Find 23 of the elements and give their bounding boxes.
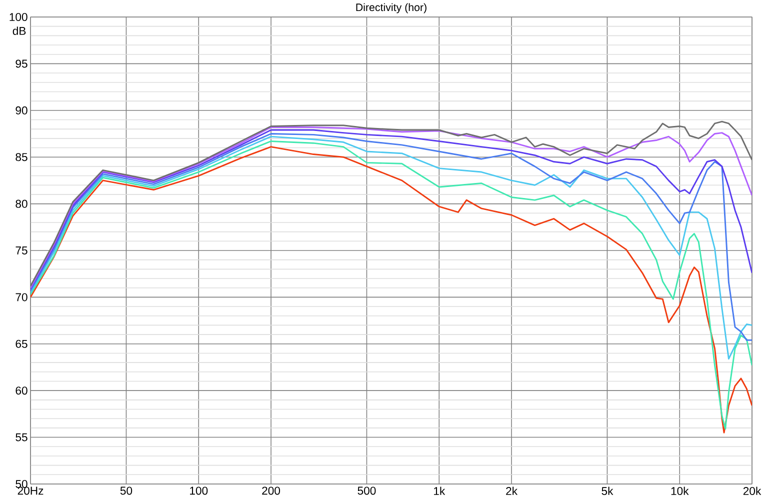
x-tick-label: 500 <box>358 486 376 495</box>
x-tick-label: 100 <box>190 486 208 495</box>
y-tick-label: 65 <box>16 340 28 348</box>
x-tick-label: 50 <box>120 486 132 495</box>
x-tick-label: 10k <box>671 486 689 496</box>
x-tick-label: 20Hz <box>18 486 44 495</box>
y-tick-label: 55 <box>16 433 28 442</box>
y-axis-title: dB <box>12 26 26 35</box>
y-tick-label: 90 <box>16 106 28 114</box>
x-tick-label: 20k <box>743 486 762 496</box>
y-tick-label: 50 <box>16 480 28 488</box>
y-tick-label: 80 <box>16 200 28 208</box>
y-tick-label: 70 <box>16 293 28 302</box>
x-tick-label: 200 <box>262 486 280 495</box>
y-tick-label: 85 <box>16 153 28 162</box>
chart-title: Directivity (hor) <box>356 3 426 14</box>
x-tick-label: 1k <box>434 486 446 495</box>
x-tick-label: 2k <box>506 486 518 495</box>
y-tick-label: 100 <box>10 12 28 22</box>
y-tick-label: 75 <box>16 246 28 254</box>
y-tick-label: 95 <box>16 60 28 68</box>
y-tick-label: 60 <box>16 386 28 395</box>
x-tick-label: 5k <box>602 486 614 496</box>
